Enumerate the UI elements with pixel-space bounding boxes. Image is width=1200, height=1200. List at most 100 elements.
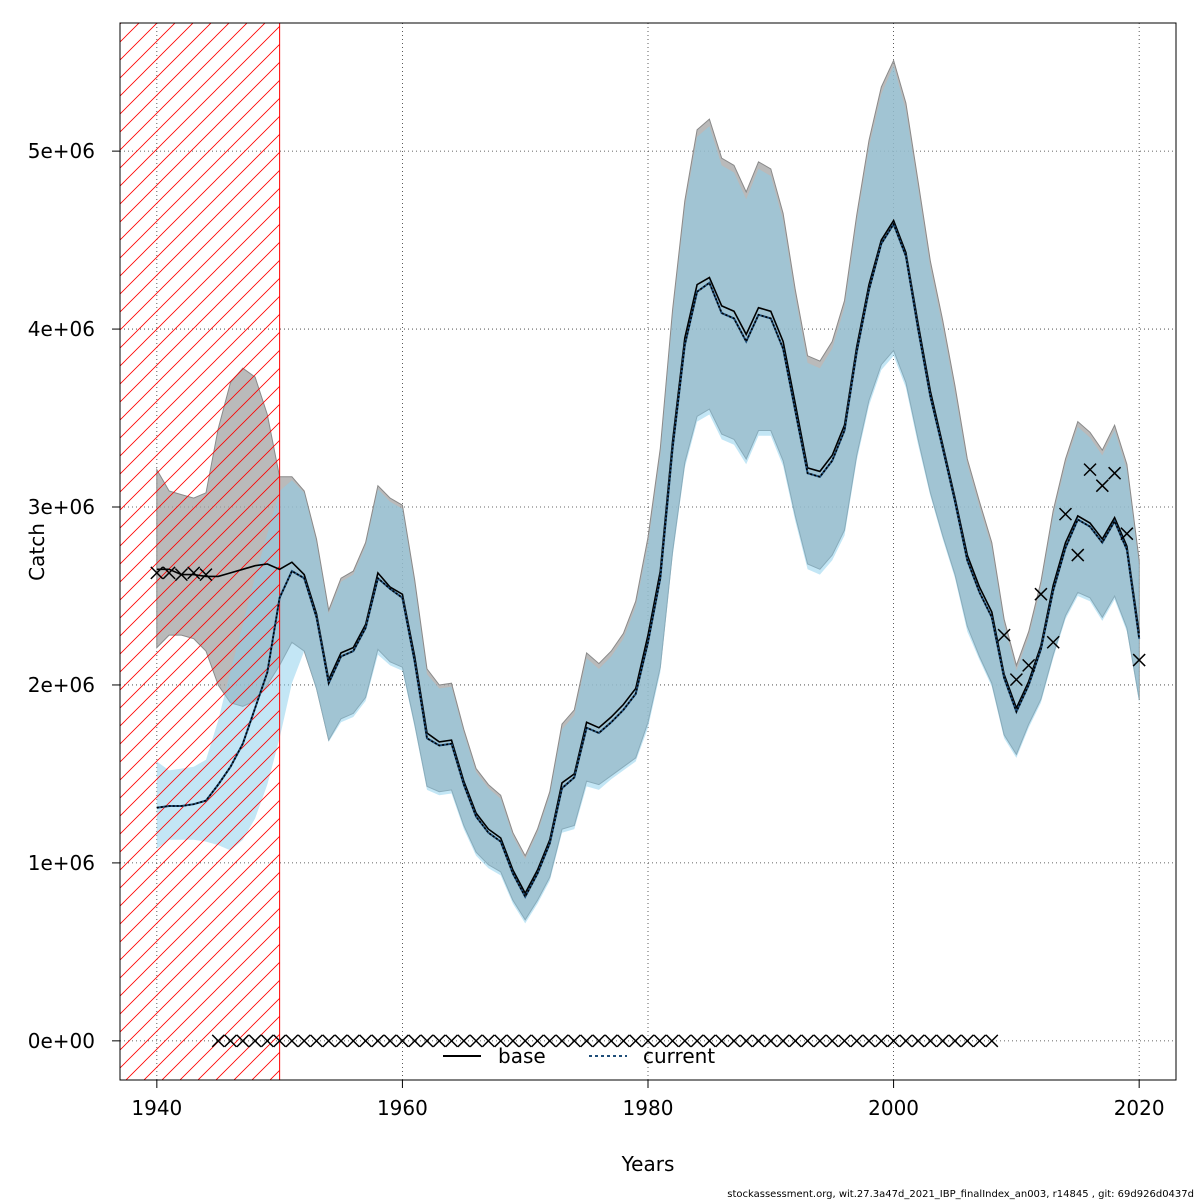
series-lines	[156, 218, 1141, 899]
observation-marker	[543, 1034, 557, 1048]
observation-marker	[1046, 635, 1060, 649]
observation-marker	[285, 1034, 299, 1048]
legend-base-label: base	[498, 1044, 546, 1068]
observation-marker	[727, 1034, 741, 1048]
x-axis: 1940 1960 1980 2000 2020	[131, 1080, 1165, 1120]
y-tick-label: 1e+06	[28, 851, 95, 875]
observation-marker	[690, 1034, 704, 1048]
observation-marker	[948, 1034, 962, 1048]
observation-marker	[960, 1034, 974, 1048]
observation-marker	[555, 1034, 569, 1048]
current-line	[156, 222, 1140, 899]
observation-marker	[322, 1034, 336, 1048]
x-tick-label: 1940	[131, 1096, 182, 1120]
observation-marker	[997, 628, 1011, 642]
base-confidence-band	[156, 58, 1140, 921]
observation-marker	[494, 1034, 508, 1048]
observation-marker	[764, 1034, 778, 1048]
y-tick-label: 2e+06	[28, 673, 95, 697]
observation-marker	[359, 1034, 373, 1048]
x-tick-label: 2020	[1114, 1096, 1165, 1120]
observation-marker	[469, 1034, 483, 1048]
legend-current-label: current	[643, 1044, 715, 1068]
observation-marker	[530, 1034, 545, 1048]
y-axis: 0e+00 1e+06 2e+06 3e+06 4e+06 5e+06	[28, 139, 120, 1053]
observation-marker	[457, 1034, 471, 1048]
x-tick-label: 1960	[377, 1096, 428, 1120]
observation-marker	[936, 1034, 950, 1048]
observation-marker	[616, 1034, 630, 1048]
observation-marker	[506, 1034, 520, 1048]
observation-marker	[383, 1034, 397, 1048]
observation-marker	[911, 1034, 925, 1048]
confidence-bands	[156, 58, 1140, 924]
observation-marker	[874, 1034, 888, 1048]
observation-marker	[850, 1034, 864, 1048]
observation-marker	[395, 1034, 409, 1048]
observation-marker	[1108, 466, 1122, 480]
observation-marker	[1022, 658, 1036, 672]
legend: base current	[443, 1044, 715, 1068]
observation-marker	[211, 1034, 225, 1048]
observation-marker	[788, 1034, 802, 1048]
observation-markers	[150, 463, 1146, 1048]
observation-marker	[1009, 673, 1023, 687]
observation-marker	[273, 1034, 287, 1048]
observation-marker	[985, 1034, 999, 1048]
observation-marker	[481, 1034, 495, 1048]
observation-marker	[260, 1034, 274, 1048]
observation-marker	[825, 1034, 839, 1048]
observation-marker	[678, 1034, 692, 1048]
y-tick-label: 0e+00	[28, 1029, 95, 1053]
observation-marker	[666, 1034, 680, 1048]
observation-marker	[150, 566, 164, 580]
observation-marker	[518, 1034, 532, 1048]
observation-marker	[223, 1034, 238, 1048]
hatched-region	[119, 22, 281, 1081]
observation-marker	[162, 566, 176, 580]
observation-marker	[580, 1034, 594, 1048]
observation-marker	[837, 1034, 851, 1048]
observation-marker	[199, 568, 213, 582]
y-tick-label: 3e+06	[28, 495, 95, 519]
observation-marker	[801, 1034, 815, 1048]
x-tick-label: 2000	[868, 1096, 919, 1120]
y-tick-label: 4e+06	[28, 317, 95, 341]
observation-marker	[776, 1034, 790, 1048]
observation-marker	[346, 1034, 360, 1048]
footer-credit: stockassessment.org, wit.27.3a47d_2021_I…	[727, 1189, 1194, 1200]
observation-marker	[432, 1034, 446, 1048]
observation-marker	[604, 1034, 618, 1048]
observation-marker	[887, 1034, 901, 1048]
observation-marker	[187, 566, 201, 580]
observation-marker	[862, 1034, 876, 1048]
observation-marker	[739, 1034, 753, 1048]
observation-marker	[297, 1034, 311, 1048]
observation-marker	[1095, 479, 1109, 493]
observation-marker	[1132, 653, 1146, 667]
observation-marker	[1071, 548, 1085, 562]
observation-marker	[751, 1034, 766, 1048]
observation-marker	[371, 1034, 385, 1048]
shaded-region	[119, 22, 281, 1081]
observation-marker	[174, 568, 188, 582]
y-tick-label: 5e+06	[28, 139, 95, 163]
observation-marker	[813, 1034, 827, 1048]
observation-marker	[445, 1034, 459, 1048]
observation-marker	[702, 1034, 716, 1048]
x-tick-label: 1980	[623, 1096, 674, 1120]
y-axis-label: Catch	[25, 523, 49, 581]
observation-marker	[1034, 587, 1048, 601]
observation-marker	[653, 1034, 667, 1048]
observation-marker	[236, 1034, 250, 1048]
observation-marker	[592, 1034, 606, 1048]
observation-marker	[899, 1034, 913, 1048]
observation-marker	[1058, 507, 1073, 521]
x-axis-label: Years	[621, 1152, 675, 1176]
observation-marker	[973, 1034, 987, 1048]
observation-marker	[629, 1034, 643, 1048]
observation-marker	[248, 1034, 262, 1048]
observation-marker	[715, 1034, 729, 1048]
observation-marker	[923, 1034, 937, 1048]
